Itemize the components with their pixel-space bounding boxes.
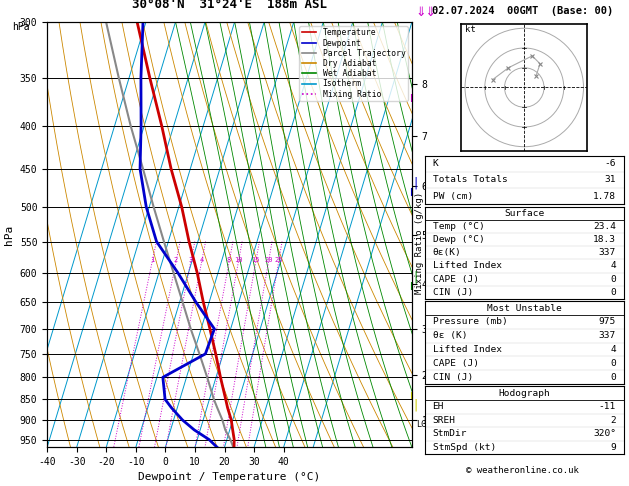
Text: StmSpd (kt): StmSpd (kt): [433, 443, 496, 452]
X-axis label: Dewpoint / Temperature (°C): Dewpoint / Temperature (°C): [138, 472, 321, 483]
Text: 15: 15: [252, 257, 260, 262]
Text: Totals Totals: Totals Totals: [433, 175, 508, 184]
Text: Surface: Surface: [504, 208, 544, 218]
Text: 0: 0: [610, 288, 616, 297]
Text: 1: 1: [150, 257, 154, 262]
Legend: Temperature, Dewpoint, Parcel Trajectory, Dry Adiabat, Wet Adiabat, Isotherm, Mi: Temperature, Dewpoint, Parcel Trajectory…: [299, 26, 408, 101]
Text: 30°08'N  31°24'E  188m ASL: 30°08'N 31°24'E 188m ASL: [132, 0, 327, 11]
Text: 337: 337: [599, 331, 616, 340]
Text: 4: 4: [610, 345, 616, 354]
Text: 8: 8: [227, 257, 231, 262]
Text: 1.78: 1.78: [593, 191, 616, 201]
Text: Dewp (°C): Dewp (°C): [433, 235, 484, 244]
Text: 0: 0: [610, 359, 616, 368]
Text: CAPE (J): CAPE (J): [433, 359, 479, 368]
Text: 23.4: 23.4: [593, 222, 616, 231]
Text: 2: 2: [174, 257, 178, 262]
Text: 0: 0: [610, 373, 616, 382]
Text: 18.3: 18.3: [593, 235, 616, 244]
Text: K: K: [433, 159, 438, 168]
Text: PW (cm): PW (cm): [433, 191, 473, 201]
Y-axis label: hPa: hPa: [4, 225, 14, 244]
Text: Lifted Index: Lifted Index: [433, 261, 501, 270]
Text: -11: -11: [599, 402, 616, 411]
Text: 4: 4: [610, 261, 616, 270]
Text: 02.07.2024  00GMT  (Base: 00): 02.07.2024 00GMT (Base: 00): [432, 6, 613, 16]
Text: |: |: [413, 271, 418, 283]
Text: Temp (°C): Temp (°C): [433, 222, 484, 231]
Text: θε(K): θε(K): [433, 248, 461, 257]
Text: Pressure (mb): Pressure (mb): [433, 317, 508, 327]
Y-axis label: km
ASL: km ASL: [444, 235, 462, 256]
Text: CAPE (J): CAPE (J): [433, 275, 479, 284]
Text: ⇓⇓: ⇓⇓: [415, 6, 436, 19]
Text: 337: 337: [599, 248, 616, 257]
Text: StmDir: StmDir: [433, 430, 467, 438]
Text: |: |: [413, 177, 418, 190]
Text: SREH: SREH: [433, 416, 455, 425]
Text: θε (K): θε (K): [433, 331, 467, 340]
Text: LCL: LCL: [416, 420, 431, 429]
Text: 320°: 320°: [593, 430, 616, 438]
Text: Lifted Index: Lifted Index: [433, 345, 501, 354]
Text: hPa: hPa: [13, 22, 30, 32]
Text: 10: 10: [234, 257, 243, 262]
Text: kt: kt: [465, 25, 476, 34]
Text: CIN (J): CIN (J): [433, 288, 473, 297]
Text: 31: 31: [604, 175, 616, 184]
Text: -6: -6: [604, 159, 616, 168]
Text: © weatheronline.co.uk: © weatheronline.co.uk: [466, 466, 579, 475]
Text: CIN (J): CIN (J): [433, 373, 473, 382]
Text: Most Unstable: Most Unstable: [487, 304, 562, 312]
Text: 25: 25: [274, 257, 282, 262]
Text: 2: 2: [610, 416, 616, 425]
Text: Hodograph: Hodograph: [498, 389, 550, 398]
Text: |: |: [413, 398, 418, 411]
Text: 0: 0: [610, 275, 616, 284]
Text: 975: 975: [599, 317, 616, 327]
Text: Mixing Ratio (g/kg): Mixing Ratio (g/kg): [415, 192, 424, 294]
Text: 20: 20: [264, 257, 272, 262]
Text: EH: EH: [433, 402, 444, 411]
Text: 3: 3: [189, 257, 192, 262]
Text: 9: 9: [610, 443, 616, 452]
Text: 4: 4: [199, 257, 204, 262]
